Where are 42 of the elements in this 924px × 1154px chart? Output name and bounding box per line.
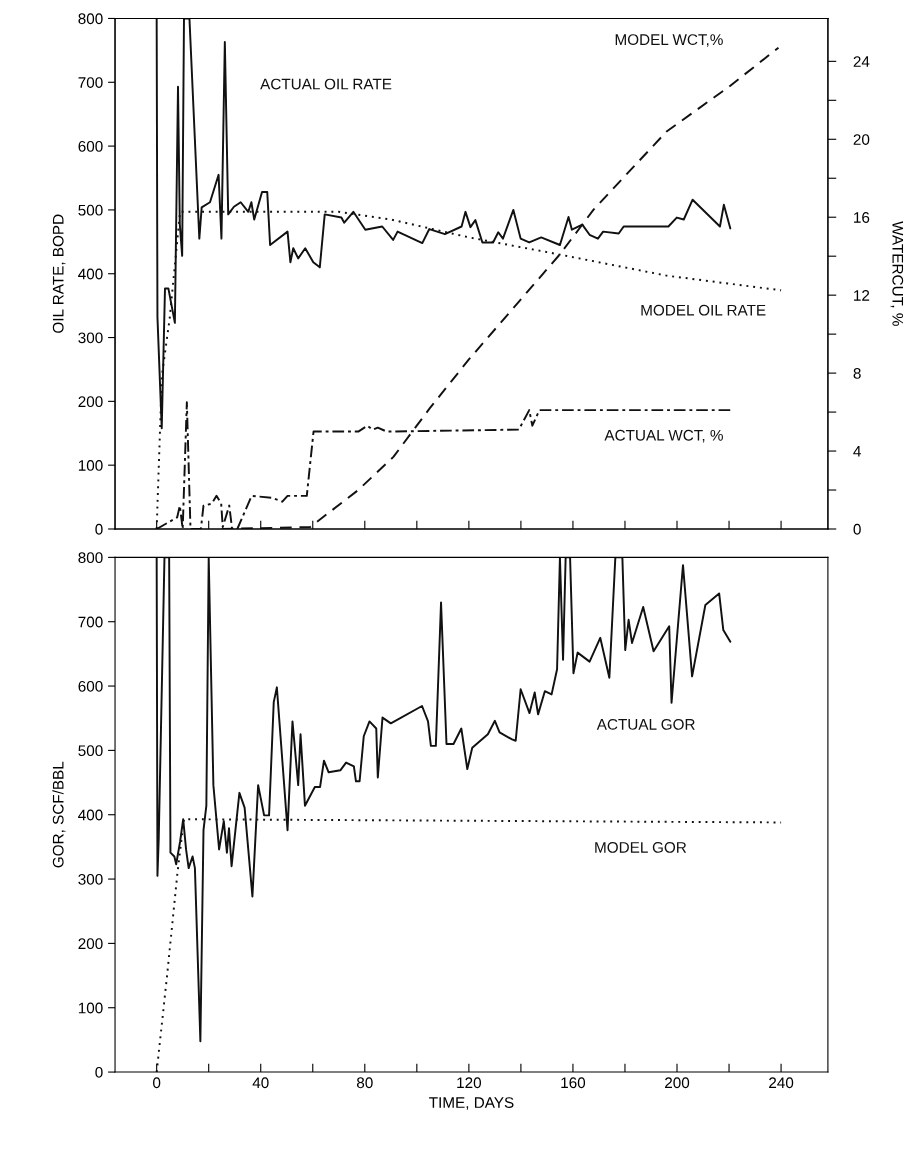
y2-tick-label: 4 bbox=[853, 446, 861, 457]
x-tick-label: 0 bbox=[153, 1077, 161, 1089]
y-tick-label: 700 bbox=[78, 616, 103, 628]
y-tick-label: 200 bbox=[78, 396, 103, 408]
series-label: MODEL GOR bbox=[595, 841, 687, 853]
y2-tick-label: 12 bbox=[854, 290, 870, 301]
y2-tick-label: 0 bbox=[853, 523, 861, 535]
y-tick-label: 100 bbox=[78, 460, 103, 471]
y-tick-label: 500 bbox=[78, 745, 103, 757]
y-tick-label: 500 bbox=[78, 204, 103, 216]
x-tick-label: 120 bbox=[457, 1077, 482, 1089]
y-tick-label: 600 bbox=[78, 140, 103, 152]
y2-tick-label: 20 bbox=[853, 134, 870, 145]
series-label: ACTUAL WCT, % bbox=[604, 429, 723, 443]
y-tick-label: 400 bbox=[78, 809, 103, 821]
y-tick-label: 600 bbox=[78, 680, 103, 692]
y2-tick-label: 24 bbox=[853, 56, 870, 67]
x-tick-label: 200 bbox=[665, 1077, 690, 1089]
x-axis-title: TIME, DAYS bbox=[429, 1097, 514, 1110]
x-tick-label: 40 bbox=[252, 1077, 269, 1089]
y2-tick-label: 16 bbox=[854, 212, 870, 223]
text: MODEL WCT,% bbox=[615, 34, 723, 47]
y-tick-label: 0 bbox=[95, 523, 103, 535]
y2-tick-label: 8 bbox=[853, 367, 861, 379]
y-tick-label: 700 bbox=[78, 77, 103, 88]
series-label: MODEL OIL RATE bbox=[641, 304, 766, 316]
x-tick-label: 80 bbox=[356, 1077, 373, 1089]
y-tick-label: 200 bbox=[78, 938, 103, 950]
y-axis-title: OIL RATE, BOPD bbox=[52, 214, 66, 333]
y-tick-label: 800 bbox=[78, 552, 103, 564]
y-tick-label: 300 bbox=[78, 873, 103, 885]
y-tick-label: 400 bbox=[78, 268, 103, 280]
y-tick-label: 100 bbox=[78, 1002, 103, 1014]
x-tick-label: 160 bbox=[561, 1077, 586, 1089]
x-tick-label: 240 bbox=[769, 1077, 794, 1089]
y-tick-label: 0 bbox=[95, 1066, 103, 1078]
text: ACTUAL OIL RATE bbox=[260, 78, 392, 90]
series-label: ACTUAL GOR bbox=[596, 718, 695, 730]
y2-axis-title: WATERCUT, % bbox=[890, 221, 904, 326]
y-axis-title: GOR, SCF/BBL bbox=[52, 761, 66, 868]
y-tick-label: 300 bbox=[78, 332, 103, 344]
y-tick-label: 800 bbox=[78, 13, 103, 25]
